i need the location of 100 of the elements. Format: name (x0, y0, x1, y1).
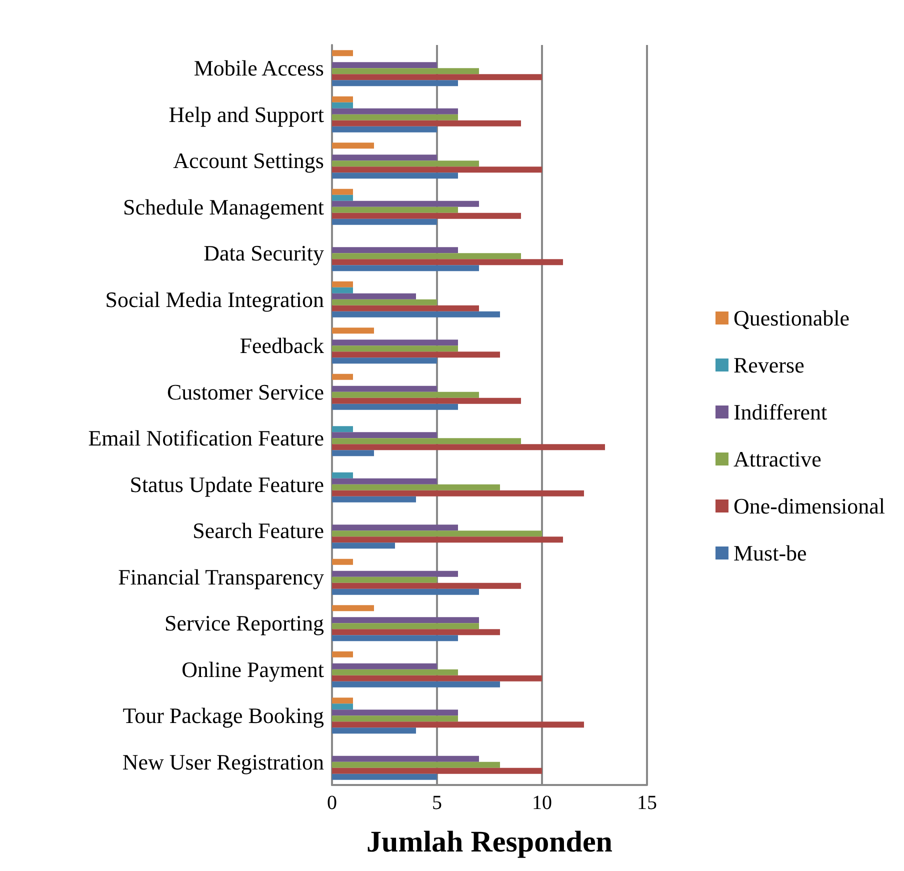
legend-label: Indifferent (733, 400, 828, 424)
bar (332, 358, 437, 364)
bar (332, 762, 500, 768)
bar (332, 617, 479, 624)
bar (332, 259, 563, 266)
bar (332, 102, 353, 108)
bar (332, 281, 353, 288)
bar (332, 635, 458, 642)
bar (332, 605, 374, 612)
bar (332, 50, 353, 56)
bar (332, 651, 353, 658)
bar (332, 80, 458, 86)
y-tick-label: Search Feature (192, 518, 324, 544)
legend-label: Must-be (733, 540, 807, 566)
bar (332, 716, 458, 722)
bar (332, 756, 479, 762)
y-tick-label: Help and Support (168, 102, 324, 127)
bar (332, 681, 500, 688)
y-tick-label: Status Update Feature (130, 472, 324, 497)
bar (332, 200, 479, 207)
bar (332, 287, 353, 294)
y-tick-label: Account Settings (173, 148, 324, 174)
bar (332, 530, 542, 537)
bar (332, 108, 458, 114)
legend-label: Questionable (733, 306, 850, 330)
y-tick-label: New User Registration (122, 749, 324, 774)
bar (332, 576, 437, 583)
x-tick-label: 5 (432, 792, 442, 814)
legend-label: One-dimensional (733, 494, 886, 518)
bar (332, 96, 353, 102)
bar (332, 126, 437, 132)
y-tick-label: Social Media Integration (105, 286, 324, 312)
bar (332, 265, 479, 272)
bar (332, 426, 353, 432)
bar (332, 698, 353, 704)
bar (332, 374, 353, 380)
bar (332, 728, 416, 734)
bar (332, 154, 437, 161)
bar (332, 386, 437, 392)
bar (332, 311, 500, 318)
legend-label: Attractive (733, 446, 822, 472)
bar (332, 438, 521, 444)
bar (332, 629, 500, 636)
bar (332, 352, 500, 358)
bar (332, 340, 458, 346)
y-tick-label: Email Notification Feature (88, 426, 324, 451)
bar (332, 305, 479, 312)
y-tick-label: Service Reporting (164, 610, 324, 636)
bar (332, 490, 584, 496)
bar (332, 120, 521, 126)
bar (332, 247, 458, 254)
y-tick-label: Customer Service (166, 379, 324, 404)
y-tick-label: Tour Package Booking (122, 703, 324, 728)
bar (332, 663, 437, 670)
bar (332, 160, 479, 167)
bar (332, 166, 542, 173)
bar (332, 558, 353, 565)
bar (332, 768, 542, 774)
y-tick-label: Online Payment (182, 656, 324, 682)
x-tick-label: 0 (327, 792, 337, 814)
bar (332, 432, 437, 438)
bar (332, 588, 479, 595)
bar (332, 478, 437, 484)
bar (332, 299, 437, 306)
y-tick-label: Schedule Management (123, 194, 324, 220)
bar (332, 722, 584, 728)
bar (332, 172, 458, 179)
bar (332, 194, 353, 201)
bar (332, 496, 416, 502)
bar (332, 472, 353, 478)
bar (332, 114, 458, 120)
y-tick-label: Data Security (204, 240, 324, 266)
bar (332, 444, 605, 450)
x-tick-label: 10 (532, 792, 552, 814)
legend-label: Reverse (733, 352, 804, 378)
bar (332, 536, 563, 543)
bar (332, 484, 500, 490)
bar (332, 206, 458, 213)
bar (332, 710, 458, 716)
bar (332, 68, 479, 74)
y-tick-label: Mobile Access (194, 56, 324, 81)
bar (332, 524, 458, 531)
bar (332, 346, 458, 352)
bar (332, 542, 395, 549)
bar (332, 293, 416, 300)
bar (332, 570, 458, 577)
bar (332, 62, 437, 68)
bar (332, 392, 479, 398)
bar (332, 582, 521, 589)
bar (332, 212, 521, 219)
y-tick-label: Feedback (240, 333, 324, 358)
bar (332, 450, 374, 456)
bar (332, 623, 479, 630)
bar (332, 328, 374, 334)
bar (332, 142, 374, 149)
y-tick-label: Financial Transparency (118, 564, 324, 590)
x-axis-title: Jumlah Responden (366, 826, 613, 858)
bar (332, 218, 437, 225)
bar (332, 188, 353, 195)
bar (332, 253, 521, 260)
